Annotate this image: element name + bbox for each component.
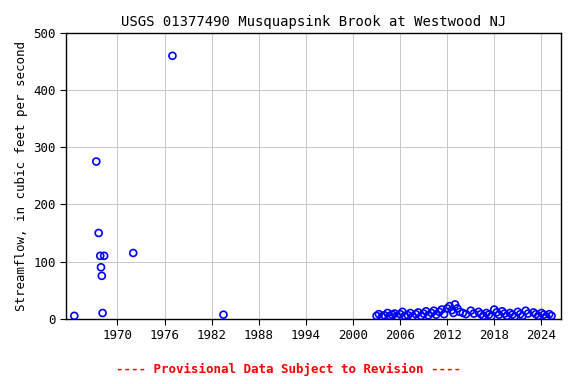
Point (400, 313, 410, 319)
Point (445, 303, 454, 309)
Point (388, 312, 397, 318)
Point (500, 311, 509, 317)
Point (510, 313, 520, 319)
Point (547, 313, 556, 319)
Point (450, 301, 460, 308)
Point (531, 311, 540, 317)
Point (94, 230, 103, 236)
Point (533, 313, 543, 319)
Point (498, 308, 507, 314)
Point (439, 311, 449, 317)
Point (482, 310, 491, 316)
Point (380, 312, 389, 318)
Point (427, 310, 436, 316)
Point (435, 309, 444, 315)
Point (516, 311, 525, 317)
Point (168, 53, 177, 59)
Point (98, 310, 107, 316)
Point (403, 312, 412, 318)
Point (469, 311, 479, 317)
Point (406, 310, 415, 316)
Text: ---- Provisional Data Subject to Revision ----: ---- Provisional Data Subject to Revisio… (116, 363, 460, 376)
Point (492, 310, 501, 316)
Point (487, 313, 496, 319)
Point (414, 310, 423, 316)
Point (411, 311, 420, 317)
Point (390, 311, 399, 317)
Point (494, 312, 503, 318)
Point (539, 312, 548, 318)
Point (372, 313, 381, 319)
Point (70, 313, 79, 319)
Point (455, 309, 464, 315)
Point (100, 253, 109, 259)
Point (377, 313, 386, 319)
Point (513, 309, 522, 315)
Point (429, 308, 438, 314)
Point (392, 313, 401, 319)
Point (422, 308, 431, 314)
Point (442, 305, 452, 311)
Point (374, 311, 384, 317)
Point (521, 308, 530, 314)
Point (507, 312, 517, 318)
Point (431, 312, 441, 318)
Point (479, 313, 488, 319)
Point (219, 312, 228, 318)
Point (524, 311, 533, 317)
Point (518, 313, 527, 319)
Point (490, 306, 499, 313)
Point (97, 273, 107, 279)
Point (484, 312, 494, 318)
Point (537, 310, 546, 316)
Y-axis label: Streamflow, in cubic feet per second: Streamflow, in cubic feet per second (15, 41, 28, 311)
Point (461, 311, 471, 317)
Point (424, 312, 433, 318)
Point (96, 264, 105, 270)
Title: USGS 01377490 Musquapsink Brook at Westwood NJ: USGS 01377490 Musquapsink Brook at Westw… (121, 15, 506, 29)
Point (453, 305, 462, 311)
Point (449, 310, 458, 316)
Point (385, 313, 395, 319)
Point (128, 250, 138, 256)
Point (505, 310, 514, 316)
Point (416, 313, 426, 319)
Point (474, 309, 483, 315)
Point (476, 311, 486, 317)
Point (408, 313, 417, 319)
Point (437, 306, 446, 313)
Point (502, 313, 511, 319)
Point (396, 311, 405, 317)
Point (545, 311, 554, 317)
Point (92, 159, 101, 165)
Point (541, 313, 551, 319)
Point (448, 307, 457, 313)
Point (466, 308, 475, 314)
Point (458, 310, 468, 316)
Point (383, 310, 392, 316)
Point (96, 253, 105, 259)
Point (529, 310, 538, 316)
Point (398, 309, 407, 315)
Point (419, 311, 428, 317)
